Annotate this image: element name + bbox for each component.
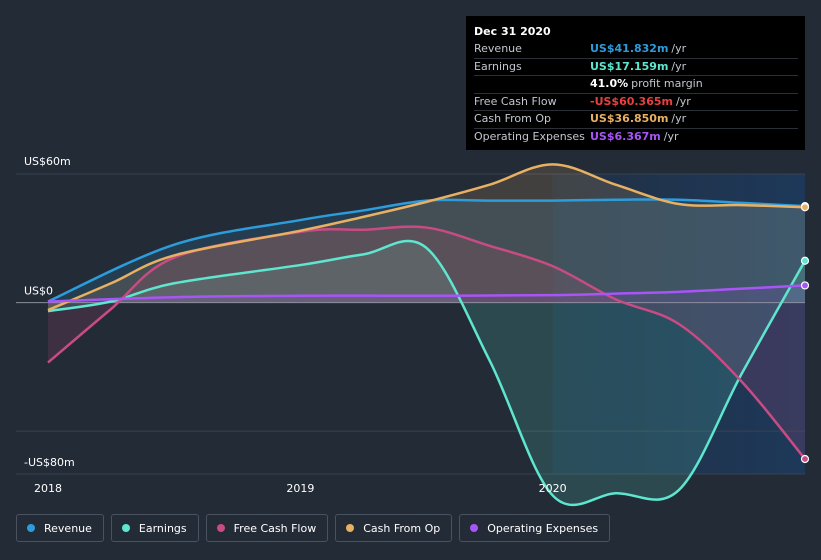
tooltip-row-unit: /yr (671, 112, 687, 126)
area-revenue (48, 199, 805, 303)
tooltip-row-label: Operating Expenses (474, 129, 585, 143)
tooltip-row-unit: /yr (671, 42, 687, 55)
legend-dot-icon (470, 524, 479, 532)
y-axis-label: -US$80m (24, 456, 75, 469)
data-tooltip: Dec 31 2020 Revenue US$41.832m/yr Earnings… (466, 16, 805, 150)
marker-earnings (800, 256, 810, 265)
tooltip-row: Free Cash Flow -US$60.365m/yr (474, 92, 798, 111)
legend-dot-icon (121, 524, 130, 532)
x-axis-label: 2020 (539, 482, 567, 495)
tooltip-row-value: US$6.367m (590, 129, 661, 143)
area-free-cash-flow (48, 226, 805, 459)
legend-dot-icon (216, 524, 225, 532)
tooltip-row-label: Cash From Op (474, 112, 552, 126)
tooltip-row: Revenue US$41.832m/yr (474, 41, 798, 58)
marker-free-cash-flow (800, 454, 810, 464)
marker-cash-from-op (800, 203, 810, 212)
legend-item-cash-from-op[interactable]: Cash From Op (335, 514, 453, 542)
legend-label: Cash From Op (363, 521, 441, 535)
y-axis-label: US$60m (24, 155, 71, 168)
line-revenue (47, 198, 806, 303)
tooltip-row-value: -US$60.365m (590, 94, 673, 108)
legend-item-free-cash-flow[interactable]: Free Cash Flow (205, 514, 329, 542)
tooltip-row-value: US$36.850m (590, 112, 669, 126)
area-earnings (48, 240, 805, 505)
tooltip-row: Earnings US$17.159m/yr (474, 57, 798, 76)
tooltip-row-label: Earnings (474, 59, 522, 73)
tooltip-row-label: Free Cash Flow (474, 94, 557, 108)
legend-dot-icon (346, 524, 355, 532)
line-cash-from-op (47, 163, 806, 312)
marker-operating-expenses (800, 281, 810, 290)
legend-label: Revenue (44, 521, 92, 535)
tooltip-row-value: 41.0% (590, 77, 629, 91)
legend-item-operating-expenses[interactable]: Operating Expenses (459, 514, 611, 542)
legend-label: Operating Expenses (487, 521, 599, 535)
tooltip-row-unit: /yr (675, 94, 691, 108)
tooltip-row: Operating Expenses US$6.367m/yr (474, 127, 798, 146)
tooltip-row-unit: /yr (671, 59, 687, 73)
legend-label: Earnings (138, 521, 187, 535)
x-axis-label: 2018 (34, 482, 62, 495)
tooltip-row-label: Revenue (474, 42, 522, 55)
legend-label: Free Cash Flow (233, 521, 317, 535)
tooltip-row-unit: profit margin (631, 77, 703, 91)
tooltip-row: Cash From Op US$36.850m/yr (474, 110, 798, 128)
tooltip-date: Dec 31 2020 (474, 25, 551, 38)
y-axis-label: US$0 (24, 285, 53, 298)
legend-item-revenue[interactable]: Revenue (16, 514, 104, 542)
tooltip-row-value: US$41.832m (590, 42, 669, 55)
tooltip-row-unit: /yr (663, 129, 679, 143)
line-earnings (47, 239, 807, 507)
tooltip-row-value: US$17.159m (590, 59, 669, 73)
chart-legend: Revenue Earnings Free Cash Flow Cash From O… (16, 514, 617, 542)
legend-item-earnings[interactable]: Earnings (110, 514, 199, 542)
legend-dot-icon (27, 524, 35, 532)
line-operating-expenses (47, 284, 806, 303)
tooltip-row-label (474, 76, 590, 93)
chart-area: US$60m US$0 -US$80m 2018 2019 2020 (16, 155, 810, 507)
line-free-cash-flow (47, 225, 806, 460)
x-axis-label: 2019 (286, 482, 314, 495)
tooltip-row: 41.0% profit margin (474, 75, 798, 93)
